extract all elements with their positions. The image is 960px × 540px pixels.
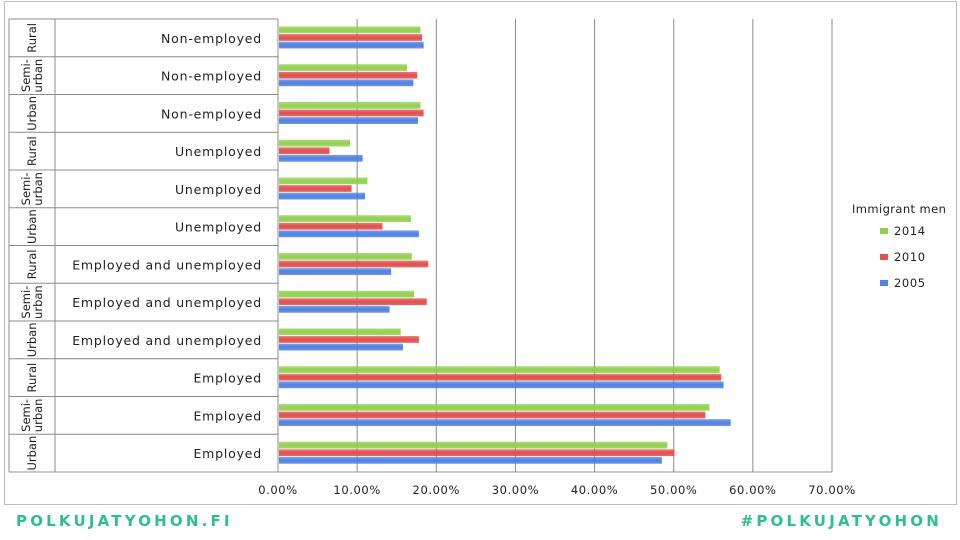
bar-2014 <box>279 64 408 72</box>
bar-2010 <box>279 71 418 79</box>
bar-2010 <box>279 411 706 419</box>
category-label: Unemployed <box>175 182 262 197</box>
bar-2014 <box>279 177 368 185</box>
bar-2010 <box>279 147 330 155</box>
category-label: Non-employed <box>161 31 262 46</box>
bar-2010 <box>279 34 423 41</box>
group-label: Semi-urban <box>19 399 45 433</box>
category-label: Employed <box>193 446 262 461</box>
bar-2005 <box>279 268 392 275</box>
group-label: Urban <box>25 436 39 471</box>
group-label: Semi-urban <box>19 172 45 206</box>
bar-2010 <box>279 185 352 192</box>
bar-2014 <box>279 139 351 147</box>
category-label: Employed <box>193 408 262 423</box>
legend-swatch-2014 <box>880 228 888 234</box>
group-label: Semi-urban <box>19 285 45 319</box>
x-tick-label: 30.00% <box>492 483 539 497</box>
x-tick-label: 20.00% <box>413 483 460 497</box>
bar-2005 <box>279 154 363 162</box>
legend-label: 2005 <box>894 276 926 290</box>
bar-2014 <box>279 215 411 223</box>
bar-2010 <box>279 336 419 343</box>
group-label: Urban <box>25 322 39 357</box>
category-label: Employed <box>193 371 262 386</box>
bar-2010 <box>279 298 427 306</box>
bar-2005 <box>279 456 662 464</box>
category-label: Employed and unemployed <box>72 295 262 310</box>
bar-2005 <box>279 192 366 200</box>
legend-label: 2010 <box>894 250 926 264</box>
legend-title: Immigrant men <box>852 202 946 216</box>
category-label: Employed and unemployed <box>72 333 262 348</box>
x-tick-label: 10.00% <box>333 483 380 497</box>
group-label: Rural <box>25 363 39 393</box>
bar-2014 <box>279 252 412 260</box>
bar-2014 <box>279 366 720 374</box>
bar-2014 <box>279 403 710 411</box>
legend-swatch-2005 <box>880 280 888 286</box>
footer-hashtag: #POLKUJATYOHON <box>740 512 942 530</box>
bar-2005 <box>279 381 724 389</box>
bar-2010 <box>279 222 383 230</box>
bar-2014 <box>279 290 415 298</box>
bar-2005 <box>279 305 390 313</box>
bar-2014 <box>279 26 421 34</box>
x-tick-label: 60.00% <box>729 483 776 497</box>
x-tick-label: 0.00% <box>258 483 298 497</box>
bar-2005 <box>279 419 731 426</box>
bar-2010 <box>279 449 675 457</box>
bar-2014 <box>279 101 421 109</box>
bar-2005 <box>279 117 419 124</box>
group-label: Rural <box>25 250 39 280</box>
footer-site-link[interactable]: POLKUJATYOHON.FI <box>16 512 233 530</box>
x-tick-label: 70.00% <box>808 483 855 497</box>
bar-2005 <box>279 230 419 238</box>
bar-chart: 0.00% 10.00% 20.00% 30.00% 40.00% 50.00% 60.00… <box>8 18 946 497</box>
category-label: Unemployed <box>175 220 262 235</box>
bar-2010 <box>279 109 424 117</box>
chart-frame: 0.00% 10.00% 20.00% 30.00% 40.00% 50.00% 60.00… <box>4 1 957 505</box>
bar-2005 <box>279 41 424 49</box>
bar-2010 <box>279 260 429 268</box>
bar-2005 <box>279 79 414 87</box>
group-label: Rural <box>25 136 39 166</box>
group-label: Urban <box>25 96 39 131</box>
category-label: Non-employed <box>161 106 262 121</box>
bar-2014 <box>279 328 401 336</box>
category-label: Unemployed <box>175 144 262 159</box>
group-label: Semi-urban <box>19 59 45 93</box>
category-label: Employed and unemployed <box>72 257 262 272</box>
group-label: Rural <box>25 23 39 53</box>
category-label: Non-employed <box>161 69 262 84</box>
x-tick-label: 50.00% <box>650 483 697 497</box>
legend-label: 2014 <box>894 224 926 238</box>
bar-2014 <box>279 441 668 449</box>
bar-2010 <box>279 373 722 381</box>
group-label: Urban <box>25 209 39 244</box>
legend-swatch-2010 <box>880 254 888 260</box>
bar-2005 <box>279 343 404 351</box>
x-tick-label: 40.00% <box>571 483 618 497</box>
